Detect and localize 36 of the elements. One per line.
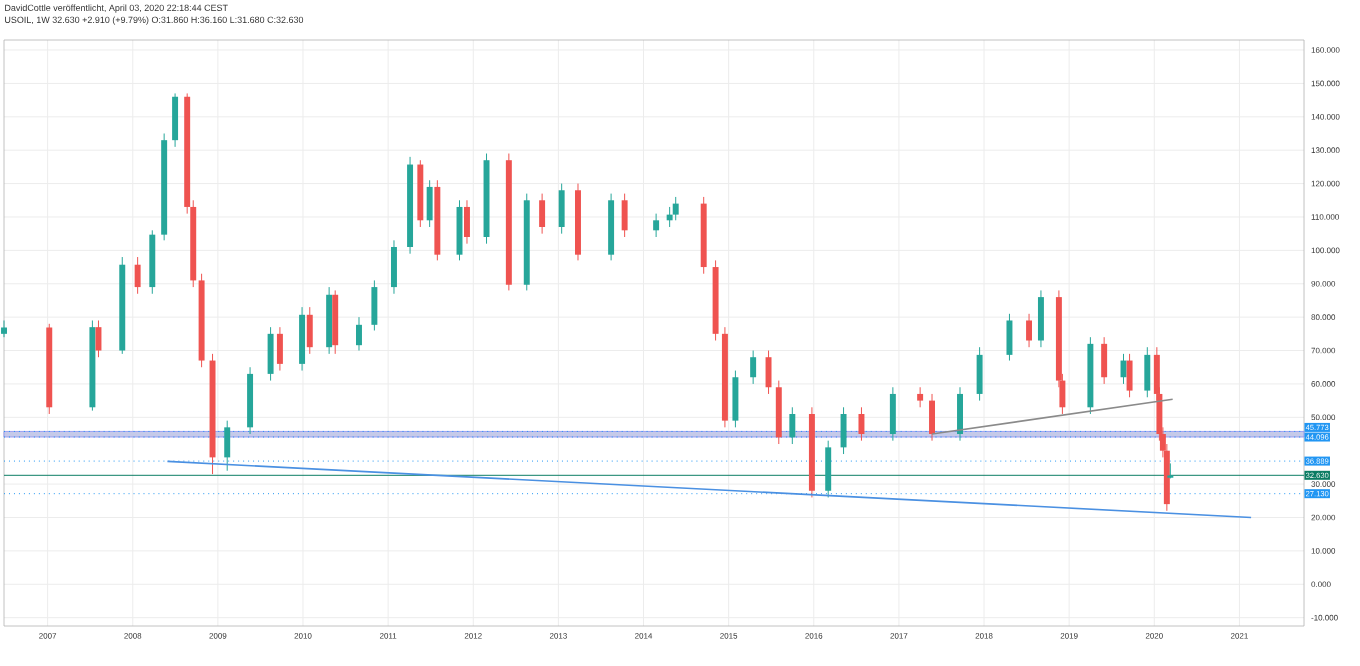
candlestick (306, 306, 313, 355)
candlestick (825, 440, 832, 498)
candlestick (957, 386, 963, 442)
candlestick (539, 193, 546, 235)
candlestick (1026, 313, 1033, 348)
candlestick (976, 346, 983, 402)
candlestick (224, 420, 231, 472)
candlestick (621, 193, 628, 238)
candlestick (95, 319, 102, 358)
candlestick (463, 199, 470, 245)
candlestick (789, 406, 796, 445)
candlestick (765, 350, 772, 395)
candlestick (917, 386, 924, 408)
candlestick (356, 316, 362, 352)
candlestick (1101, 336, 1108, 385)
candlestick (1006, 313, 1013, 362)
candlestick (1144, 346, 1151, 398)
candlestick (732, 370, 739, 428)
candlestick (426, 179, 433, 228)
candlestick (371, 279, 378, 331)
candlestick (840, 406, 847, 455)
candlestick (390, 239, 397, 295)
candlestick (276, 326, 283, 372)
candlestick (929, 393, 935, 442)
candlestick (653, 213, 660, 238)
candlestick (558, 183, 565, 235)
candlestick (858, 406, 865, 442)
candlestick (1037, 289, 1044, 348)
candlestick (134, 256, 141, 295)
candlestick (750, 350, 757, 385)
candlestick (172, 92, 179, 148)
candlestick (1126, 353, 1133, 398)
candlestick (267, 326, 274, 382)
candlestick (672, 196, 679, 221)
candlestick (1, 319, 7, 338)
candlestick (889, 386, 896, 442)
